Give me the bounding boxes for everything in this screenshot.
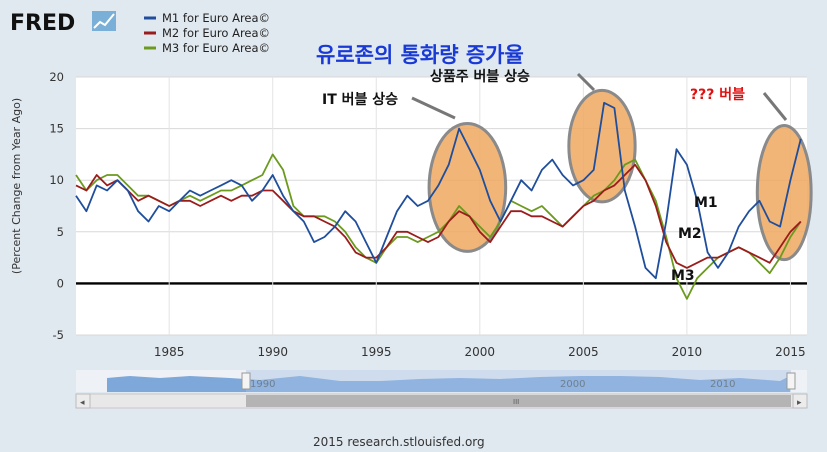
series-line-m2 (75, 163, 802, 269)
legend-label-m1: M1 for Euro Area© (162, 11, 270, 25)
series-label-m3: M3 (671, 268, 695, 284)
highlight-ellipse (427, 121, 508, 253)
fred-logo-graph-line (93, 13, 115, 29)
annotation-commodity-bubble: 상품주 버블 상승 (430, 68, 530, 85)
annotation-it-bubble: IT 버블 상승 (322, 91, 398, 108)
range-navigator[interactable]: 1990 2000 2010 (76, 370, 807, 392)
x-tick-label: 2000 (465, 345, 496, 359)
series-line-m3 (75, 153, 802, 300)
x-tick-label: 1985 (154, 345, 185, 359)
scrollbar-thumb[interactable] (246, 395, 791, 407)
arrow-it-bubble (411, 96, 456, 120)
scrollbar-left-button[interactable] (75, 393, 91, 409)
y-tick-label: 0 (57, 276, 64, 290)
navigator-area (107, 376, 790, 392)
legend: M1 for Euro Area© M2 for Euro Area© M3 f… (144, 11, 270, 55)
x-tick-label: 2005 (568, 345, 599, 359)
series-line-m1 (75, 101, 802, 280)
navigator-right-handle[interactable] (786, 372, 796, 390)
scroll-left-arrow-icon: ◂ (80, 398, 85, 408)
tick-labels: -5 0 5 10 15 20 1985 1990 1995 2000 2005 2010 2015 (49, 70, 805, 359)
x-tick-label: 2015 (775, 345, 806, 359)
navigator-tick-1990: 1990 (250, 379, 275, 390)
series-label-m2: M2 (678, 226, 702, 242)
y-tick-label: 5 (57, 225, 64, 239)
y-axis-title: (Percent Change from Year Ago) (10, 98, 23, 274)
navigator-selected-range[interactable] (246, 370, 791, 392)
navigator-tick-2010: 2010 (710, 379, 735, 390)
fred-logo-graph-icon (92, 11, 116, 31)
source-credit[interactable]: 2015 research.stlouisfed.org (313, 435, 485, 449)
scrollbar-right-button[interactable] (792, 393, 808, 409)
scrollbar-thumb-grip: III (513, 398, 519, 406)
navigator-left-handle[interactable] (241, 372, 251, 390)
x-tick-label: 1995 (361, 345, 392, 359)
y-tick-label: 10 (49, 173, 64, 187)
series-lines (75, 101, 802, 300)
x-tick-label: 1990 (257, 345, 288, 359)
x-tick-label: 2010 (672, 345, 703, 359)
arrow-unknown-bubble (762, 92, 788, 121)
y-tick-label: -5 (53, 328, 64, 342)
arrow-commodity-bubble (576, 72, 596, 92)
scroll-right-arrow-icon: ▸ (797, 398, 802, 408)
highlight-ellipse (567, 88, 637, 204)
scrollbar[interactable]: ◂ III ▸ (75, 393, 808, 409)
annotation-unknown-bubble: ??? 버블 (690, 86, 745, 103)
fred-logo[interactable]: FRED (10, 11, 116, 36)
legend-label-m3: M3 for Euro Area© (162, 41, 270, 55)
series-label-m1: M1 (694, 195, 718, 211)
legend-label-m2: M2 for Euro Area© (162, 26, 270, 40)
y-tick-label: 20 (49, 70, 64, 84)
y-tick-label: 15 (49, 122, 64, 136)
fred-logo-text[interactable]: FRED (10, 11, 75, 36)
navigator-tick-2000: 2000 (560, 379, 585, 390)
overlay-title: 유로존의 통화량 증가율 (316, 43, 524, 67)
